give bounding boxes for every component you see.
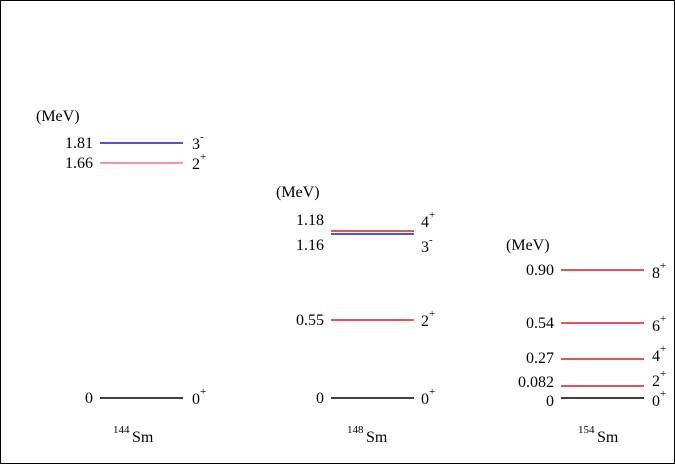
spin-parity-label-148-4: 0 <box>421 391 429 408</box>
unit-label-148: (MeV) <box>276 184 320 201</box>
energy-label-144-1: 1.81 <box>65 135 93 152</box>
parity-sup-148-1: + <box>429 209 435 221</box>
energy-label-154-2: 0.54 <box>526 315 554 332</box>
nucleus-symbol-148: Sm <box>366 429 388 446</box>
nucleus-mass-154: 154 <box>578 424 595 436</box>
energy-label-148-2: 1.16 <box>296 237 324 254</box>
spin-parity-label-154-2: 6 <box>652 318 660 335</box>
spin-parity-label-154-3: 4 <box>652 348 660 365</box>
spin-parity-label-144-1: 3 <box>192 136 200 153</box>
spin-parity-label-154-1: 8 <box>652 265 660 282</box>
energy-label-144-3: 0 <box>85 390 93 407</box>
parity-sup-154-1: + <box>660 260 666 272</box>
nucleus-symbol-154: Sm <box>597 429 619 446</box>
energy-label-154-5: 0 <box>546 393 554 410</box>
spin-parity-label-154-5: 0 <box>652 393 660 410</box>
spin-parity-label-148-3: 2 <box>421 313 429 330</box>
parity-sup-148-4: + <box>429 386 435 398</box>
spin-parity-label-144-2: 2 <box>192 156 200 173</box>
energy-label-154-1: 0.90 <box>526 262 554 279</box>
energy-label-148-4: 0 <box>316 390 324 407</box>
parity-sup-144-2: + <box>200 151 206 163</box>
parity-sup-154-4: + <box>660 368 666 380</box>
nucleus-mass-144: 144 <box>113 424 130 436</box>
nucleus-mass-148: 148 <box>347 424 364 436</box>
nucleus-symbol-144: Sm <box>132 429 154 446</box>
parity-sup-144-1: - <box>200 131 204 143</box>
energy-label-154-3: 0.27 <box>526 350 554 367</box>
energy-label-144-2: 1.66 <box>65 155 93 172</box>
parity-sup-148-3: + <box>429 308 435 320</box>
unit-label-144: (MeV) <box>36 108 80 125</box>
spin-parity-label-148-2: 3 <box>421 239 429 256</box>
parity-sup-148-2: - <box>429 234 433 246</box>
parity-sup-154-5: + <box>660 388 666 400</box>
energy-label-154-4: 0.082 <box>518 374 554 391</box>
energy-label-148-3: 0.55 <box>296 312 324 329</box>
parity-sup-154-3: + <box>660 343 666 355</box>
spin-parity-label-148-1: 4 <box>421 214 429 231</box>
energy-label-148-1: 1.18 <box>296 212 324 229</box>
spin-parity-label-144-3: 0 <box>192 391 200 408</box>
spin-parity-label-154-4: 2 <box>652 373 660 390</box>
parity-sup-154-2: + <box>660 313 666 325</box>
parity-sup-144-3: + <box>200 386 206 398</box>
unit-label-154: (MeV) <box>506 237 550 254</box>
